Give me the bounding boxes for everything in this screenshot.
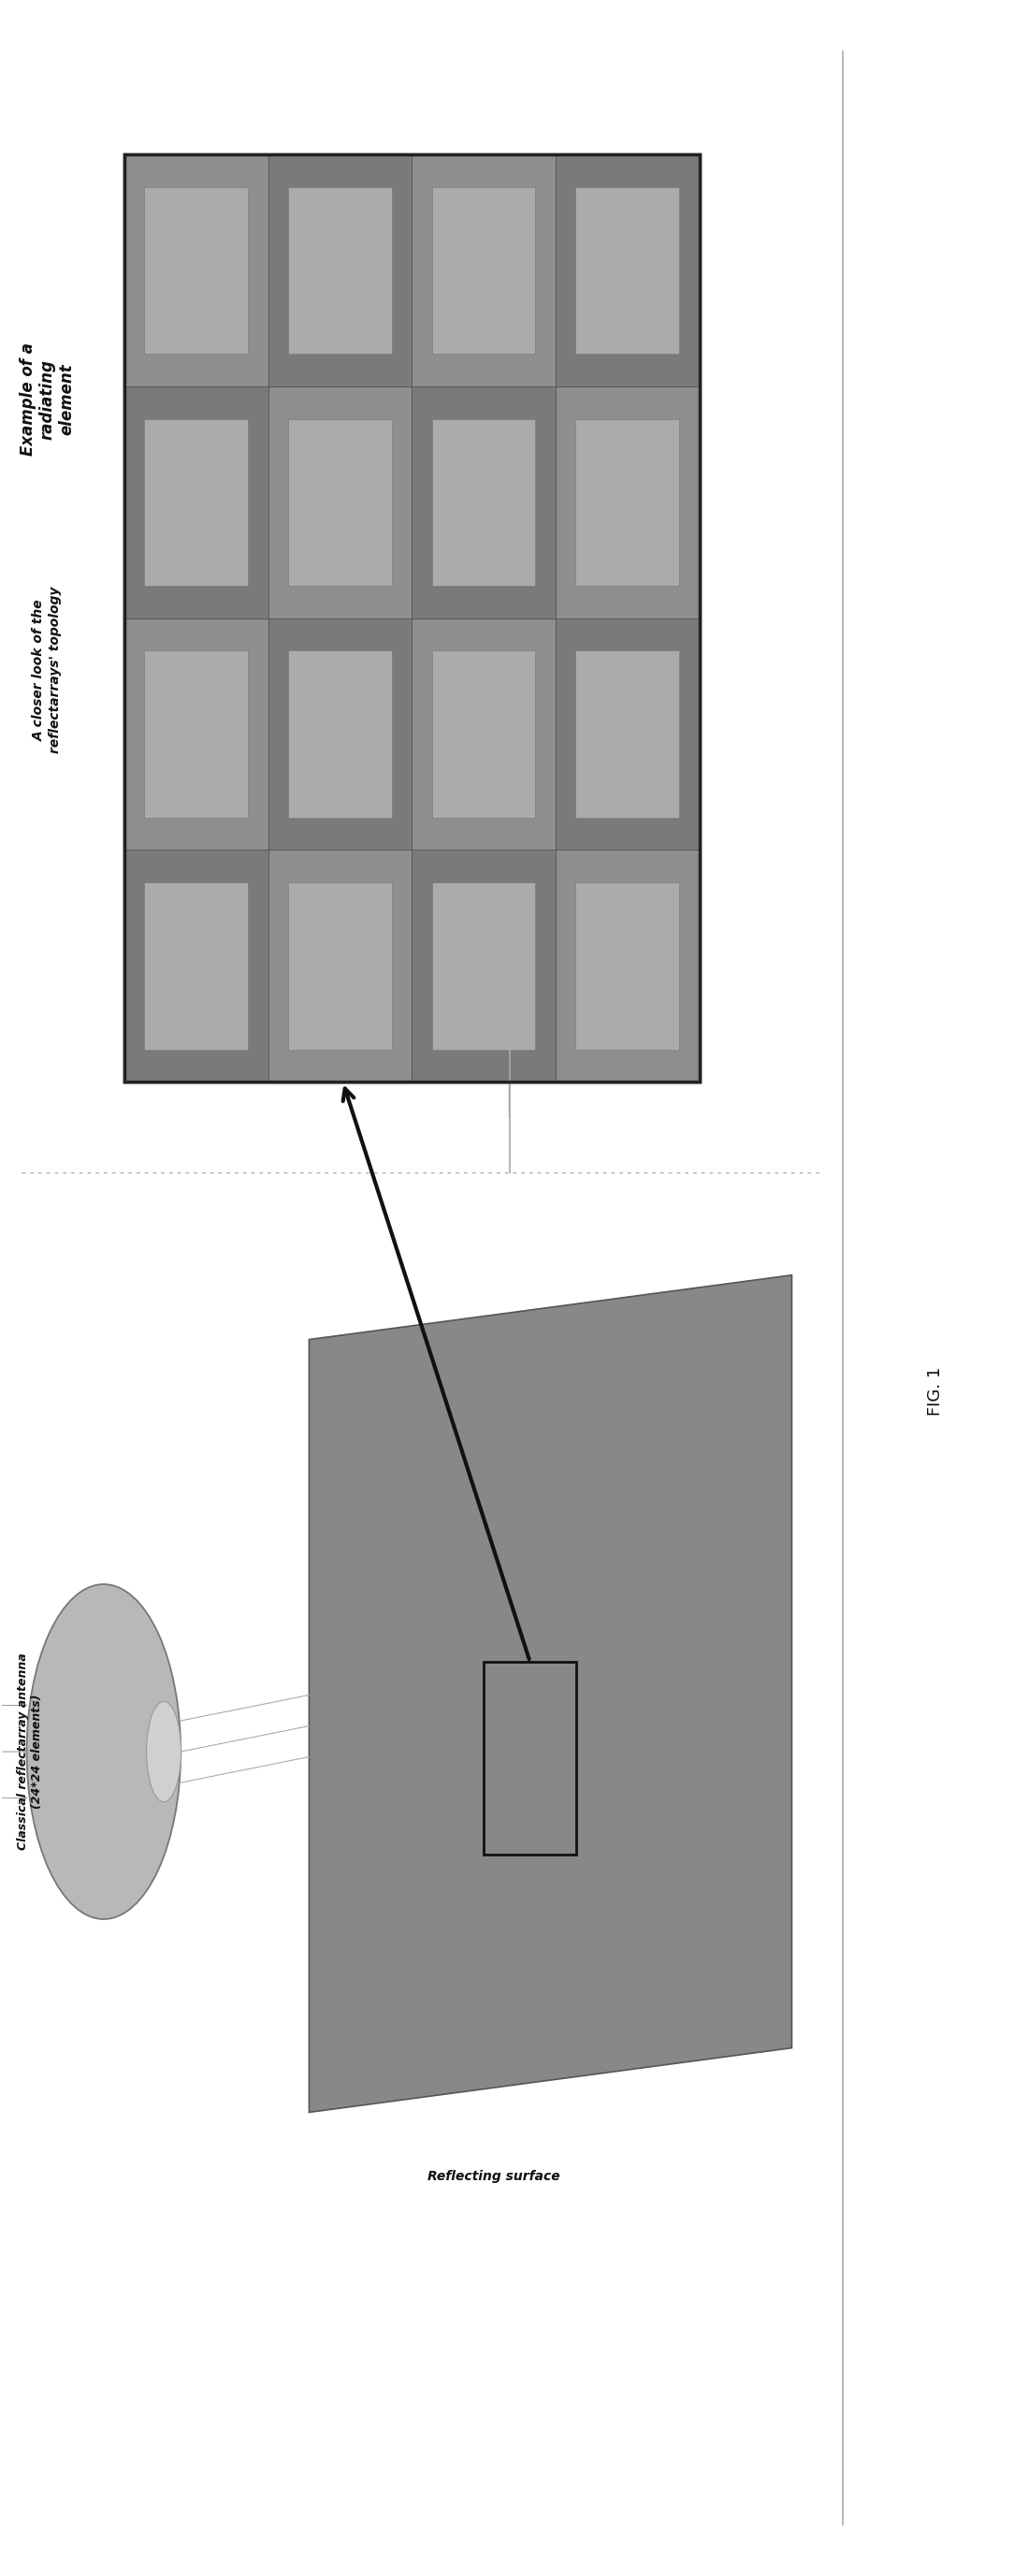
Bar bbox=[288, 420, 392, 585]
Bar bbox=[412, 386, 555, 618]
Bar bbox=[432, 188, 536, 353]
Text: Example of a
radiating
element: Example of a radiating element bbox=[20, 343, 75, 456]
Bar bbox=[412, 155, 555, 386]
Text: FIG. 1: FIG. 1 bbox=[927, 1368, 944, 1414]
Text: A closer look of the
reflectarrays' topology: A closer look of the reflectarrays' topo… bbox=[33, 587, 62, 752]
Text: Reflecting surface: Reflecting surface bbox=[428, 2169, 560, 2184]
Bar bbox=[268, 618, 412, 850]
Bar bbox=[268, 386, 412, 618]
Bar bbox=[576, 420, 680, 585]
Bar bbox=[555, 850, 699, 1082]
Bar bbox=[432, 420, 536, 585]
Ellipse shape bbox=[146, 1700, 181, 1803]
Ellipse shape bbox=[27, 1584, 181, 1919]
Bar bbox=[124, 386, 268, 618]
Bar bbox=[144, 884, 248, 1048]
Bar bbox=[576, 652, 680, 817]
Bar bbox=[124, 155, 268, 386]
Bar bbox=[288, 188, 392, 353]
Bar bbox=[484, 1662, 576, 1855]
Bar bbox=[432, 652, 536, 817]
Bar bbox=[432, 884, 536, 1048]
Bar bbox=[268, 155, 412, 386]
Bar bbox=[555, 618, 699, 850]
Bar bbox=[576, 884, 680, 1048]
Bar bbox=[144, 652, 248, 817]
Bar bbox=[555, 386, 699, 618]
Bar bbox=[288, 884, 392, 1048]
Bar bbox=[124, 850, 268, 1082]
Bar bbox=[124, 155, 699, 1082]
Bar bbox=[412, 618, 555, 850]
Bar bbox=[144, 188, 248, 353]
Bar bbox=[124, 155, 699, 1082]
Bar bbox=[144, 420, 248, 585]
Polygon shape bbox=[309, 1275, 792, 2112]
Bar bbox=[268, 850, 412, 1082]
Bar bbox=[555, 155, 699, 386]
Bar bbox=[576, 188, 680, 353]
Text: Classical reflectarray antenna
(24*24 elements): Classical reflectarray antenna (24*24 el… bbox=[16, 1654, 43, 1850]
Bar bbox=[412, 850, 555, 1082]
Bar bbox=[124, 618, 268, 850]
Bar bbox=[288, 652, 392, 817]
